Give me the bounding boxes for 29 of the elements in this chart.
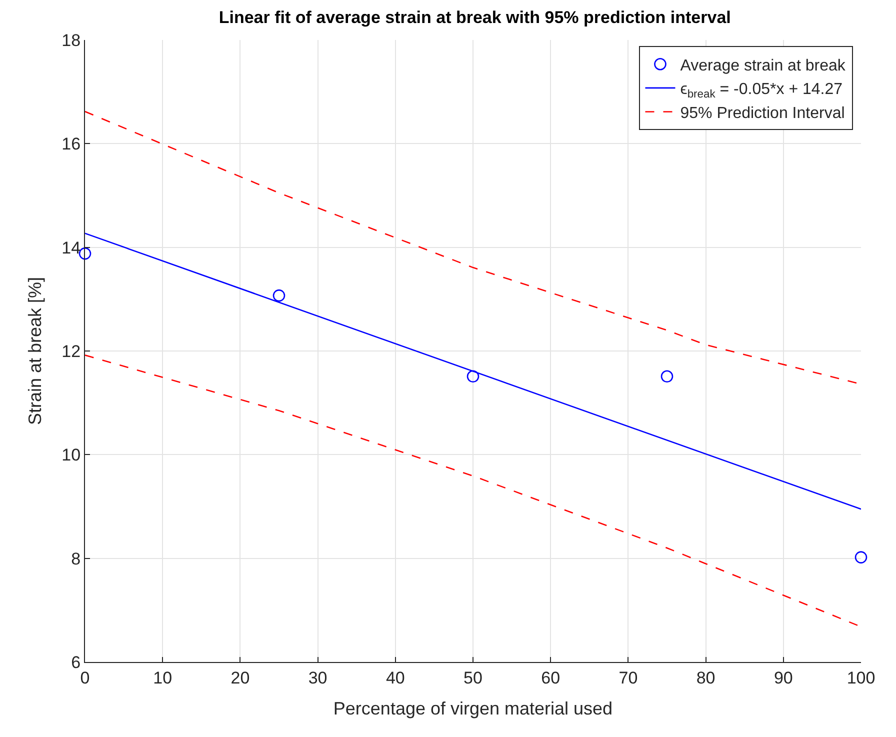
x-axis-title: Percentage of virgen material used (333, 698, 613, 718)
point (660, 370, 674, 383)
chart-title: Linear fit of average strain at break with 95% prediction interval (218, 8, 731, 27)
x-tick-label: 30 (308, 668, 328, 688)
x-tick-label: 80 (696, 668, 716, 688)
legend-label: ϵ$_{break}$ = -0.05*x + 14.27 (680, 81, 843, 101)
point (78, 247, 92, 260)
y-tick-label: 10 (62, 446, 81, 465)
x-tick-label: 10 (153, 668, 172, 688)
legend-label: 95% Prediction Interval (680, 104, 845, 122)
y-tick-label: 6 (71, 652, 81, 672)
point (272, 289, 286, 302)
x-tick-label: 50 (464, 668, 482, 688)
x-tick-label: 40 (386, 668, 405, 688)
x-tick-label: 60 (541, 668, 560, 688)
legend-label: Average strain at break (680, 57, 846, 74)
y-tick-label: 16 (62, 134, 81, 154)
x-tick-label: 90 (774, 668, 793, 688)
x-tick-label: 20 (230, 668, 250, 688)
y-tick-label: 12 (62, 342, 81, 361)
y-tick-label: 8 (71, 549, 81, 568)
x-tick-label: 0 (80, 668, 90, 688)
y-tick-label: 18 (62, 30, 81, 50)
x-tick-label: 100 (846, 668, 876, 688)
y-tick-label: 14 (62, 238, 81, 258)
point (854, 551, 868, 564)
x-tick-label: 70 (618, 668, 638, 688)
point (466, 370, 480, 383)
y-axis-title: Strain at break [%] (24, 276, 45, 426)
